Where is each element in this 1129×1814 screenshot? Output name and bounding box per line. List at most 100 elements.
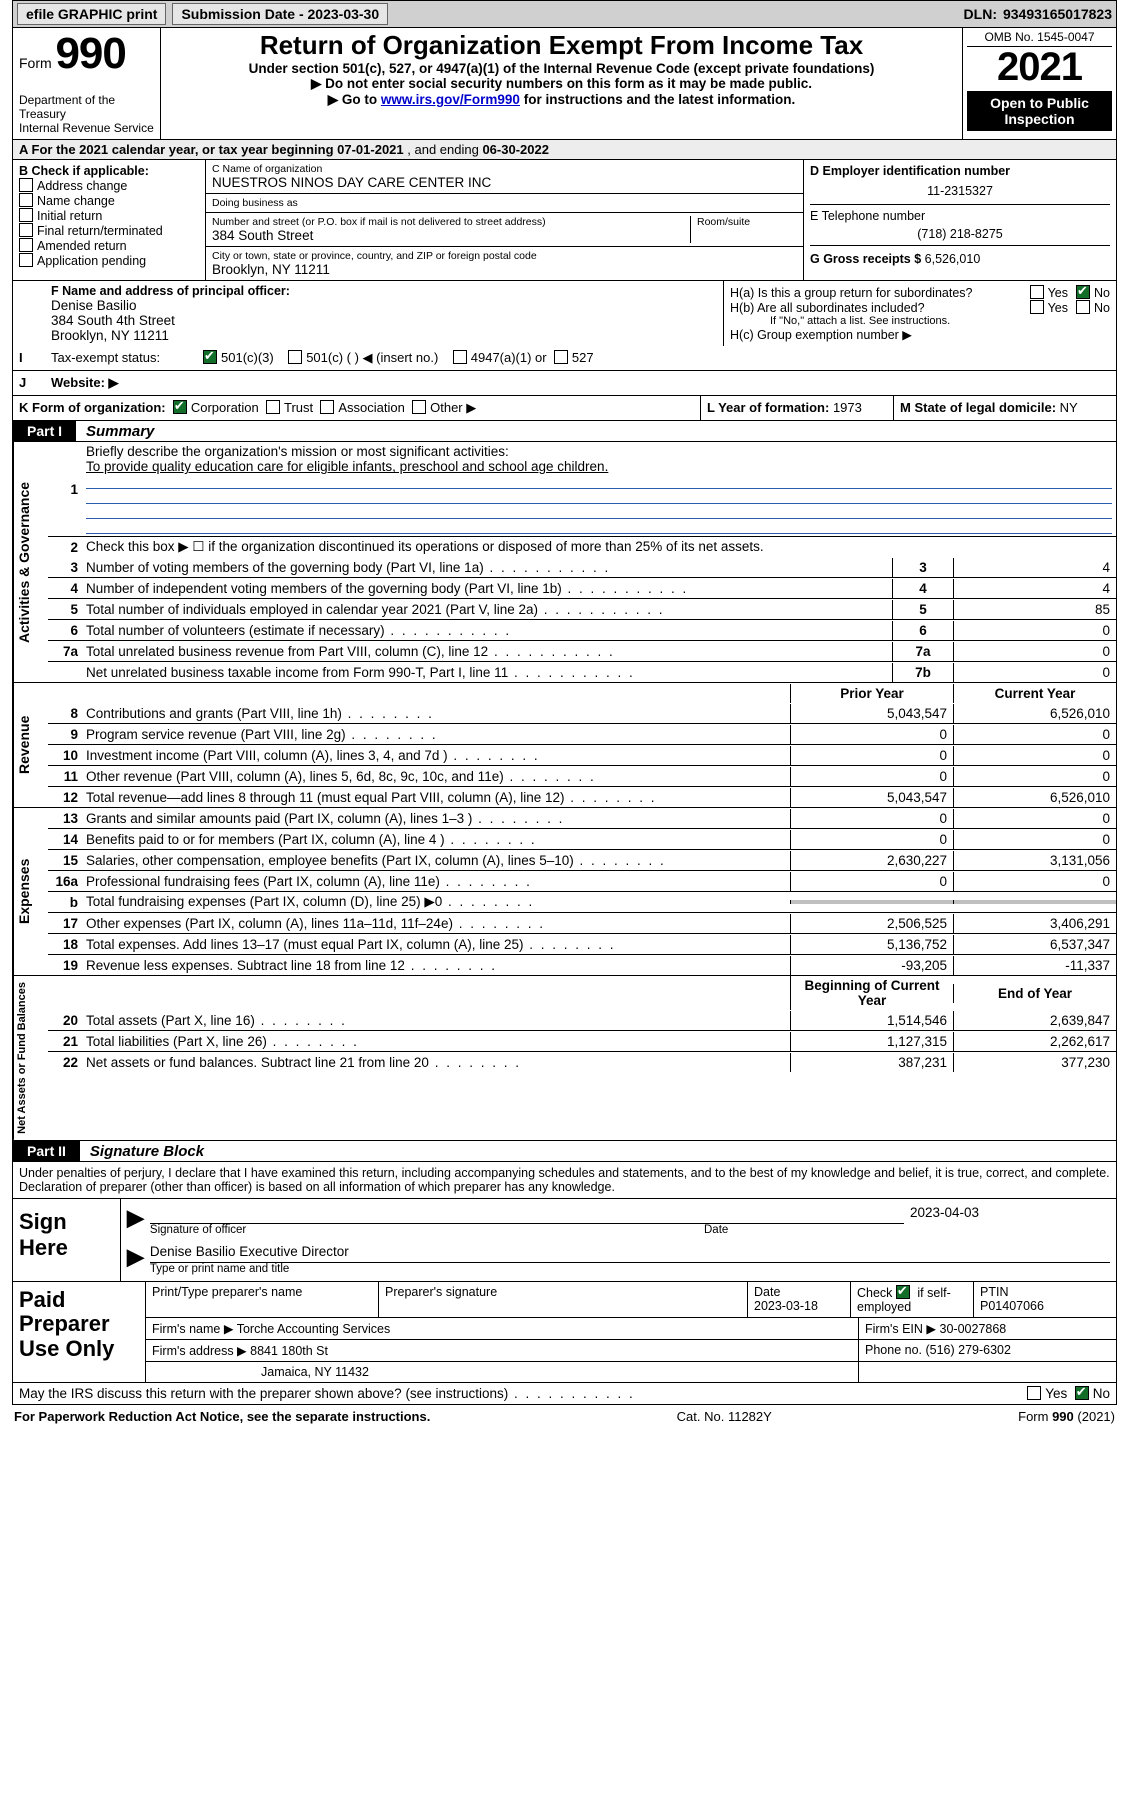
org-name-label: C Name of organization [212,163,797,175]
sig-date-value: 2023-04-03 [910,1205,1110,1220]
cb-application-pending[interactable]: Application pending [19,253,199,268]
sig-date-label: Date [704,1224,904,1236]
efile-print-button[interactable]: efile GRAPHIC print [17,3,166,25]
h-a-no[interactable]: No [1076,285,1110,300]
dln-label: DLN: [964,6,997,22]
h-a-yes[interactable]: Yes [1030,285,1068,300]
dba-label: Doing business as [212,197,797,209]
cb-other[interactable]: Other ▶ [412,400,476,415]
part-ii-title: Signature Block [80,1143,204,1160]
summary-line: 9 Program service revenue (Part VIII, li… [48,723,1116,744]
summary-line: 17 Other expenses (Part IX, column (A), … [48,912,1116,933]
discuss-yes[interactable]: Yes [1027,1386,1067,1401]
year-formation-label: L Year of formation: [707,400,829,415]
submission-date-label: Submission Date [181,6,295,22]
discuss-no[interactable]: No [1075,1386,1110,1401]
vlabel-revenue: Revenue [13,683,48,807]
section-revenue: Revenue Prior Year Current Year 8 Contri… [12,683,1117,808]
summary-line: 20 Total assets (Part X, line 16) 1,514,… [48,1010,1116,1030]
discuss-question: May the IRS discuss this return with the… [19,1386,1027,1401]
summary-line: 7a Total unrelated business revenue from… [48,640,1116,661]
h-b-no[interactable]: No [1076,300,1110,315]
cb-527[interactable]: 527 [554,350,594,365]
summary-line: 10 Investment income (Part VIII, column … [48,744,1116,765]
paid-preparer-label: Paid Preparer Use Only [13,1282,145,1382]
state-domicile-label: M State of legal domicile: [900,400,1056,415]
cb-corporation[interactable]: Corporation [173,400,259,415]
h-b-yes[interactable]: Yes [1030,300,1068,315]
signature-block: Under penalties of perjury, I declare th… [12,1162,1117,1405]
summary-line: 8 Contributions and grants (Part VIII, l… [48,703,1116,723]
col-end-year: End of Year [953,984,1116,1003]
part-ii-tag: Part II [13,1141,80,1161]
form-word: Form [19,55,52,71]
cb-association[interactable]: Association [320,400,404,415]
part-i-bar: Part I Summary [12,421,1117,442]
ein-value: 11-2315327 [810,178,1110,204]
gross-receipts-value: 6,526,010 [925,252,981,266]
row-a-mid: , and ending [407,142,482,157]
vlabel-expenses: Expenses [13,808,48,975]
form-footer: Form 990 (2021) [1018,1409,1115,1424]
tax-year-begin: 07-01-2021 [337,142,404,157]
cb-address-change[interactable]: Address change [19,178,199,193]
signature-of-officer-label: Signature of officer [150,1224,704,1236]
ein-label: D Employer identification number [810,164,1110,178]
cb-4947[interactable]: 4947(a)(1) or [453,350,547,365]
city-value: Brooklyn, NY 11211 [212,262,797,277]
go-to-prefix: Go to [342,92,381,107]
h-b-label: H(b) Are all subordinates included? [730,301,1022,315]
form-subtitle-2: Do not enter social security numbers on … [167,76,956,92]
officer-street: 384 South 4th Street [51,313,717,328]
row-i-letter: I [13,346,45,370]
cb-501c[interactable]: 501(c) ( ) ◀ (insert no.) [288,350,438,365]
ptin-value: P01407066 [980,1299,1044,1313]
firm-address-2: Jamaica, NY 11432 [146,1362,859,1382]
summary-line: 5 Total number of individuals employed i… [48,598,1116,619]
firm-address-label: Firm's address ▶ [152,1344,247,1358]
col-current-year: Current Year [953,684,1116,703]
cb-name-change[interactable]: Name change [19,193,199,208]
summary-line: 21 Total liabilities (Part X, line 26) 1… [48,1030,1116,1051]
prep-name-label: Print/Type preparer's name [146,1282,379,1317]
h-b-note: If "No," attach a list. See instructions… [730,315,1110,327]
summary-line: 13 Grants and similar amounts paid (Part… [48,808,1116,828]
dept-treasury: Department of the Treasury Internal Reve… [19,94,154,135]
cb-initial-return[interactable]: Initial return [19,208,199,223]
org-name: NUESTROS NINOS DAY CARE CENTER INC [212,175,797,190]
dln-value: 93493165017823 [1003,6,1112,22]
submission-date-button[interactable]: Submission Date - 2023-03-30 [172,3,388,25]
street-value: 384 South Street [212,228,690,243]
row-j-letter: J [13,371,45,395]
cb-self-employed[interactable] [896,1285,910,1299]
col-beginning-year: Beginning of Current Year [790,976,953,1010]
line2-text: Check this box ▶ ☐ if the organization d… [82,537,1116,557]
form-subtitle-1: Under section 501(c), 527, or 4947(a)(1)… [167,61,956,76]
summary-line: 14 Benefits paid to or for members (Part… [48,828,1116,849]
row-a-tax-year: A For the 2021 calendar year, or tax yea… [12,140,1117,160]
city-label: City or town, state or province, country… [212,250,797,262]
part-i-tag: Part I [13,421,76,441]
irs-link[interactable]: www.irs.gov/Form990 [381,92,520,107]
website-label: Website: ▶ [51,375,119,390]
cb-501c3[interactable]: 501(c)(3) [203,350,274,365]
officer-city: Brooklyn, NY 11211 [51,328,717,343]
part-i-title: Summary [76,423,154,440]
tax-exempt-label: Tax-exempt status: [45,346,197,370]
open-to-public: Open to Public Inspection [967,91,1112,131]
cb-amended-return[interactable]: Amended return [19,238,199,253]
section-activities-governance: Activities & Governance 1 Briefly descri… [12,442,1117,683]
col-prior-year: Prior Year [790,684,953,703]
cb-final-return[interactable]: Final return/terminated [19,223,199,238]
summary-line: 12 Total revenue—add lines 8 through 11 … [48,786,1116,807]
line1-label: Briefly describe the organization's miss… [86,444,509,459]
street-label: Number and street (or P.O. box if mail i… [212,216,690,228]
summary-line: 4 Number of independent voting members o… [48,577,1116,598]
vlabel-activities: Activities & Governance [13,442,48,682]
part-ii-bar: Part II Signature Block [12,1141,1117,1162]
prep-date-label: Date [754,1285,780,1299]
tax-year-end: 06-30-2022 [482,142,549,157]
prep-check-label: Check [857,1286,892,1300]
cb-trust[interactable]: Trust [266,400,313,415]
row-a-prefix: A For the 2021 calendar year, or tax yea… [19,142,337,157]
